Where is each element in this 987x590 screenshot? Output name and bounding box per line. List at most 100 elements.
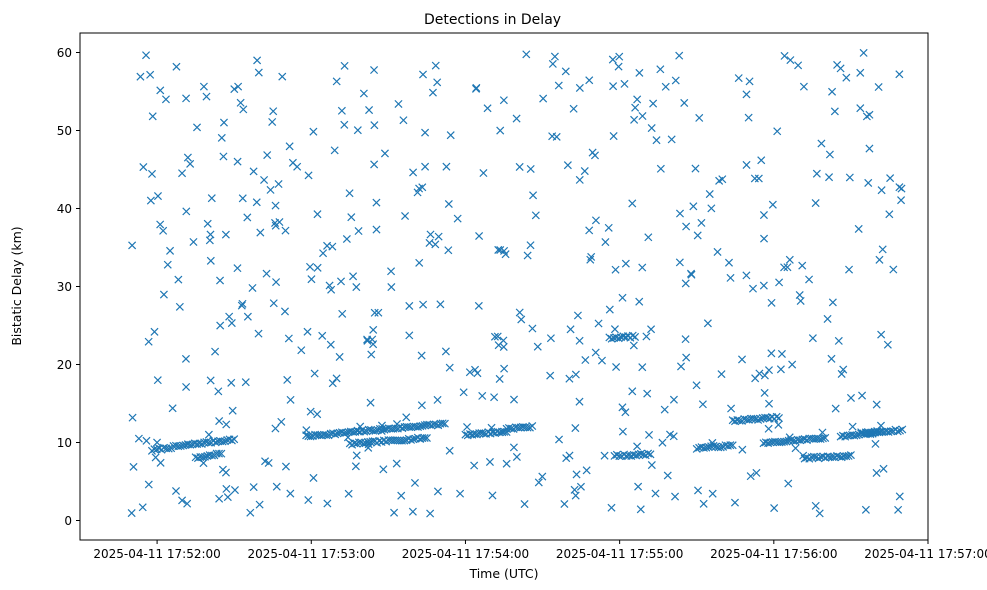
data-point bbox=[340, 61, 349, 70]
data-point bbox=[431, 61, 440, 70]
data-point bbox=[153, 438, 162, 447]
data-point bbox=[227, 436, 236, 445]
data-point bbox=[306, 432, 315, 441]
data-point bbox=[472, 430, 481, 439]
data-point bbox=[216, 276, 225, 285]
data-point bbox=[248, 283, 257, 292]
data-point bbox=[738, 445, 747, 454]
data-point bbox=[297, 346, 306, 355]
data-point bbox=[156, 220, 165, 229]
data-point bbox=[817, 139, 826, 148]
data-point bbox=[370, 65, 379, 75]
data-point bbox=[243, 312, 252, 321]
data-point bbox=[799, 82, 808, 91]
data-point bbox=[227, 378, 236, 387]
data-point bbox=[402, 413, 411, 422]
y-tick-label: 40 bbox=[57, 202, 72, 216]
data-point bbox=[310, 369, 319, 378]
x-tick-label: 2025-04-11 17:52:00 bbox=[93, 547, 220, 561]
data-point bbox=[163, 260, 172, 269]
data-point bbox=[730, 498, 740, 507]
data-point bbox=[417, 351, 426, 360]
data-point bbox=[418, 421, 427, 430]
data-point bbox=[717, 370, 726, 379]
data-point bbox=[370, 308, 379, 317]
data-point bbox=[128, 241, 137, 250]
data-point bbox=[479, 429, 488, 438]
data-point bbox=[330, 146, 339, 155]
data-point bbox=[707, 204, 716, 213]
data-point bbox=[591, 348, 600, 357]
data-point bbox=[474, 301, 483, 310]
data-point bbox=[323, 241, 332, 250]
data-point bbox=[286, 395, 295, 404]
data-point bbox=[409, 168, 418, 177]
data-point bbox=[649, 99, 658, 108]
data-point bbox=[206, 256, 215, 265]
data-point bbox=[281, 226, 290, 235]
data-point bbox=[546, 371, 555, 380]
data-point bbox=[175, 302, 184, 311]
data-point bbox=[272, 278, 281, 287]
data-point bbox=[635, 297, 644, 306]
data-point bbox=[394, 99, 403, 109]
data-point bbox=[638, 263, 647, 272]
data-point bbox=[220, 437, 229, 446]
data-point bbox=[827, 354, 836, 363]
data-point bbox=[144, 337, 153, 346]
data-point bbox=[842, 452, 851, 461]
data-point bbox=[580, 167, 589, 176]
data-point bbox=[726, 441, 735, 450]
data-point bbox=[171, 486, 181, 496]
data-point bbox=[689, 202, 698, 211]
data-point bbox=[230, 435, 239, 444]
data-point bbox=[284, 334, 293, 343]
data-point bbox=[174, 275, 183, 284]
data-point bbox=[405, 301, 414, 310]
data-point bbox=[254, 329, 263, 338]
data-point bbox=[644, 449, 653, 458]
data-point bbox=[748, 284, 758, 293]
data-point bbox=[144, 480, 153, 489]
data-point bbox=[499, 96, 508, 105]
data-point bbox=[479, 169, 488, 178]
data-point bbox=[331, 430, 340, 439]
data-point bbox=[651, 489, 660, 498]
data-point bbox=[660, 405, 669, 414]
data-point bbox=[560, 499, 569, 509]
data-point bbox=[699, 499, 708, 508]
data-point bbox=[441, 347, 450, 356]
data-point bbox=[788, 360, 797, 369]
data-point bbox=[854, 224, 863, 233]
data-point bbox=[264, 458, 273, 468]
data-point bbox=[325, 281, 334, 290]
data-point bbox=[632, 451, 641, 460]
data-point bbox=[791, 444, 800, 453]
data-point bbox=[561, 67, 570, 76]
data-point bbox=[636, 449, 645, 458]
data-point bbox=[563, 161, 572, 170]
data-point bbox=[426, 509, 435, 518]
data-point bbox=[645, 430, 654, 439]
data-point bbox=[425, 238, 434, 247]
data-point bbox=[269, 107, 278, 116]
data-point bbox=[218, 437, 227, 446]
data-point bbox=[620, 450, 629, 459]
data-point bbox=[344, 489, 353, 498]
data-point bbox=[473, 369, 482, 378]
data-point bbox=[837, 369, 846, 378]
data-point bbox=[249, 167, 258, 176]
data-point bbox=[230, 85, 239, 94]
data-point bbox=[268, 117, 277, 127]
data-point bbox=[313, 410, 322, 419]
data-point bbox=[204, 430, 213, 439]
data-point bbox=[139, 163, 148, 172]
data-point bbox=[699, 443, 708, 452]
data-point bbox=[569, 104, 578, 113]
data-point bbox=[872, 400, 881, 409]
data-point bbox=[628, 387, 637, 396]
data-point bbox=[360, 427, 369, 436]
data-point bbox=[868, 428, 877, 437]
data-point bbox=[322, 431, 331, 440]
data-point bbox=[621, 408, 630, 417]
